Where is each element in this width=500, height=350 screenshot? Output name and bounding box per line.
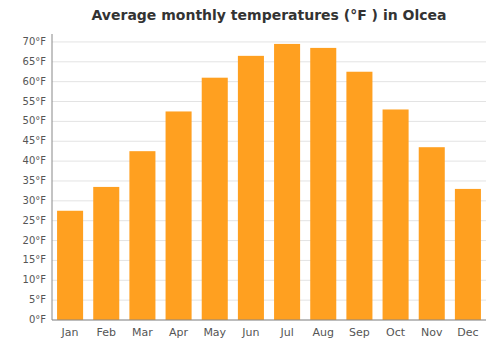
chart-container: 0°F 5°F 10°F 15°F 20°F 25°F 30°F 35°F 40°F 45°F 50… xyxy=(0,0,500,350)
y-tick-label: 10°F xyxy=(23,274,47,285)
y-tick-label: 20°F xyxy=(23,235,47,246)
grid-line xyxy=(52,61,486,62)
x-tick-label: May xyxy=(203,326,226,339)
bar xyxy=(166,111,192,320)
bar xyxy=(455,189,481,320)
x-tick-label: Nov xyxy=(421,326,443,339)
bar xyxy=(129,151,155,320)
x-tick-label: Aug xyxy=(313,326,334,339)
title: Average monthly temperatures (°F ) in Ol… xyxy=(92,7,447,23)
x-tick-label: Mar xyxy=(132,326,153,339)
grid-line xyxy=(52,121,486,122)
y-tick-label: 55°F xyxy=(23,96,47,107)
y-tick-label: 15°F xyxy=(23,254,47,265)
grid xyxy=(52,42,486,320)
y-tick-label: 40°F xyxy=(23,155,47,166)
bars xyxy=(57,44,481,320)
grid-line xyxy=(52,141,486,142)
y-tick-label: 25°F xyxy=(23,215,47,226)
grid-line xyxy=(52,41,486,42)
x-tick-label: Dec xyxy=(457,326,478,339)
bar xyxy=(383,109,409,320)
y-tick-label: 70°F xyxy=(23,36,47,47)
y-tick-label: 65°F xyxy=(23,56,47,67)
y-tick-label: 35°F xyxy=(23,175,47,186)
bar xyxy=(419,147,445,320)
bar xyxy=(202,78,228,320)
grid-line xyxy=(52,81,486,82)
grid-line xyxy=(52,101,486,102)
bar xyxy=(274,44,300,320)
chart: 0°F 5°F 10°F 15°F 20°F 25°F 30°F 35°F 40°F 45°F 50… xyxy=(0,0,500,350)
x-tick-label: Jan xyxy=(61,326,79,339)
bar xyxy=(57,211,83,320)
x-tick-label: Feb xyxy=(97,326,116,339)
bar xyxy=(346,72,372,320)
bar xyxy=(310,48,336,320)
bar xyxy=(238,56,264,320)
y-tick-label: 45°F xyxy=(23,135,47,146)
y-tick-label: 30°F xyxy=(23,195,47,206)
grid-line xyxy=(52,320,486,321)
y-tick-label: 50°F xyxy=(23,115,47,126)
x-tick-label: Sep xyxy=(349,326,370,339)
bar xyxy=(93,187,119,320)
y-tick-label: 60°F xyxy=(23,76,47,87)
y-axis xyxy=(52,34,53,320)
x-tick-label: Jun xyxy=(241,326,259,339)
y-tick-label: 5°F xyxy=(29,294,46,305)
x-tick-label: Jul xyxy=(279,326,293,339)
y-tick-labels: 0°F 5°F 10°F 15°F 20°F 25°F 30°F 35°F 40°F 45°F 50… xyxy=(23,36,47,325)
y-tick-label: 0°F xyxy=(29,314,46,325)
x-axis xyxy=(52,320,486,321)
x-tick-label: Apr xyxy=(169,326,189,339)
x-tick-labels: Jan Feb Mar Apr May Jun Jul Aug Sep Oct Nov Dec xyxy=(61,326,479,339)
page: {"chart_data": {"type": "bar", "title": … xyxy=(0,0,500,350)
x-tick-label: Oct xyxy=(386,326,406,339)
